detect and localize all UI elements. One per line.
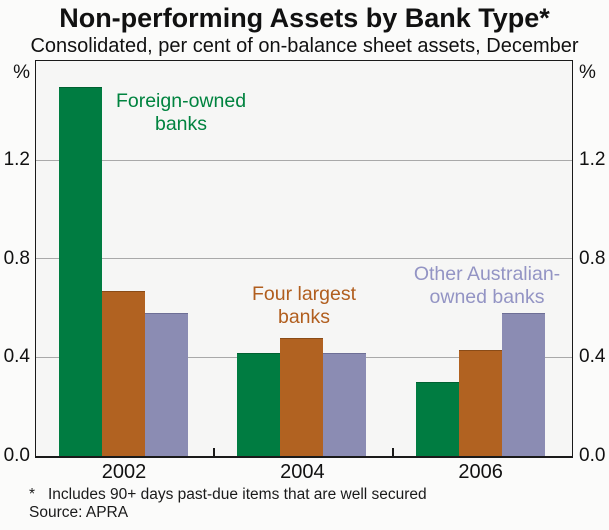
- bar-2006-foreign-owned-banks: [416, 382, 459, 456]
- y-axis-label-right-0.0: 0.0: [579, 444, 606, 466]
- bar-2002-other-australian-owned-banks: [145, 313, 188, 456]
- plot-area: [35, 60, 573, 458]
- gridline-0.8: [36, 258, 572, 259]
- bar-2006-other-australian-owned-banks: [502, 313, 545, 456]
- gridline-1.2: [36, 159, 572, 161]
- footnote-text: Includes 90+ days past-due items that ar…: [48, 486, 427, 503]
- series-label-other-australian-owned-banks: Other Australian-owned banks: [414, 263, 560, 309]
- series-label-line: banks: [277, 306, 331, 328]
- x-axis-tick-1: [213, 448, 215, 456]
- series-label-line: banks: [154, 113, 208, 135]
- bar-2004-four-largest-banks: [280, 338, 323, 456]
- x-label-2006: 2006: [458, 461, 503, 483]
- bar-2006-four-largest-banks: [459, 350, 502, 456]
- y-axis-label-left-1.2: 1.2: [3, 149, 30, 170]
- footnote-marker: *: [29, 486, 36, 503]
- x-axis-tick-2: [392, 448, 394, 456]
- source-line: Source: APRA: [29, 504, 129, 521]
- series-label-line: owned banks: [429, 286, 545, 308]
- y-axis-label-left-0.4: 0.4: [3, 346, 30, 367]
- chart-title: Non-performing Assets by Bank Type*: [59, 3, 550, 33]
- y-axis-unit-left: %: [13, 62, 30, 83]
- bar-2002-foreign-owned-banks: [59, 86, 102, 456]
- series-label-four-largest-banks: Four largest banks: [252, 283, 356, 329]
- bar-2002-four-largest-banks: [102, 291, 145, 456]
- footnote: * Includes 90+ days past-due items that a…: [29, 486, 427, 504]
- series-label-line: Foreign-owned: [115, 90, 247, 112]
- y-axis-label-right-1.2: 1.2: [579, 149, 606, 170]
- chart-footer: * Includes 90+ days past-due items that a…: [29, 486, 427, 522]
- y-axis-label-left-0.0: 0.0: [3, 444, 30, 466]
- y-axis-label-right-0.8: 0.8: [579, 247, 606, 269]
- bar-2004-foreign-owned-banks: [237, 352, 280, 456]
- y-axis-label-right-0.4: 0.4: [579, 346, 606, 367]
- x-label-2004: 2004: [280, 461, 325, 483]
- bar-2004-other-australian-owned-banks: [323, 352, 366, 456]
- series-label-line: Four largest: [251, 283, 357, 305]
- series-label-line: Other Australian-: [413, 263, 561, 285]
- y-axis-label-left-0.8: 0.8: [3, 247, 30, 269]
- y-axis-unit-right: %: [579, 62, 596, 83]
- chart-subtitle: Consolidated, per cent of on-balance she…: [30, 35, 579, 57]
- x-label-2002: 2002: [101, 461, 147, 483]
- series-label-foreign-owned-banks: Foreign-owned banks: [116, 90, 246, 136]
